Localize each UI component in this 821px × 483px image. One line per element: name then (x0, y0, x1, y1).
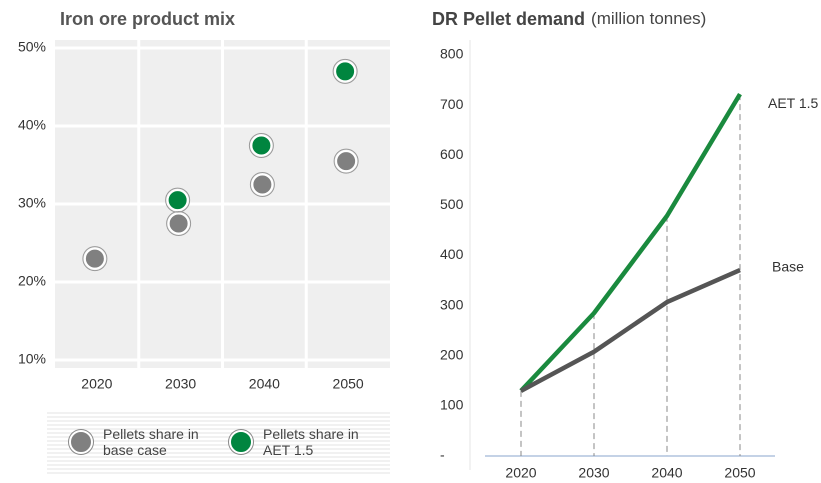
y-tick-label: 600 (440, 146, 464, 162)
y-tick-label: 800 (440, 46, 464, 62)
legend-item: Pellets share in base case (69, 426, 203, 458)
legend-swatch (229, 430, 253, 454)
point-ring (166, 211, 192, 236)
x-tick-label: 2050 (333, 376, 364, 392)
y-tick-label: 700 (440, 96, 464, 112)
y-tick-label: - (440, 447, 445, 463)
y-tick-label: 20% (18, 273, 46, 289)
point-ring (82, 246, 108, 272)
x-tick-label: 2030 (578, 465, 609, 481)
y-tick-label: 40% (18, 117, 46, 133)
y-tick-label: 200 (440, 346, 464, 362)
series-label: AET 1.5 (768, 95, 819, 111)
x-tick-label: 2020 (81, 376, 112, 392)
legend-swatch (69, 430, 93, 454)
x-tick-label: 2050 (724, 465, 755, 481)
legend-label: Pellets share in AET 1.5 (263, 426, 359, 458)
legend: Pellets share in base case Pellets share … (47, 412, 390, 476)
y-tick-label: 30% (18, 195, 46, 211)
point (335, 150, 358, 173)
y-tick-label: 500 (440, 196, 464, 212)
point (251, 173, 274, 196)
title-main: DR Pellet demand (432, 9, 585, 29)
y-tick-label: 10% (18, 351, 46, 367)
x-tick-label: 2040 (249, 376, 280, 392)
y-tick-label: 400 (440, 246, 464, 262)
chart-title: DR Pellet demand (million tonnes) (432, 9, 706, 29)
point (83, 247, 106, 270)
point-ring (333, 148, 359, 174)
legend-label: Pellets share in base case (103, 426, 199, 458)
x-tick-label: 2040 (651, 465, 682, 481)
point-ring (248, 133, 274, 158)
line (519, 92, 742, 393)
point (250, 134, 273, 157)
x-tick-label: 2030 (165, 376, 196, 392)
y-tick-label: 100 (440, 397, 464, 413)
point-ring (332, 58, 358, 84)
line (519, 267, 741, 393)
point (334, 60, 357, 83)
chart-title: Iron ore product mix (60, 9, 235, 29)
point (167, 212, 190, 235)
y-tick-label: 50% (18, 39, 46, 55)
x-tick-label: 2020 (505, 465, 536, 481)
legend-item: Pellets share in AET 1.5 (229, 426, 363, 458)
y-tick-label: 300 (440, 296, 464, 312)
point (166, 189, 189, 212)
point-ring (165, 187, 191, 213)
subtitle: (million tonnes) (591, 9, 706, 28)
point-ring (249, 172, 275, 197)
series-label: Base (772, 259, 804, 275)
